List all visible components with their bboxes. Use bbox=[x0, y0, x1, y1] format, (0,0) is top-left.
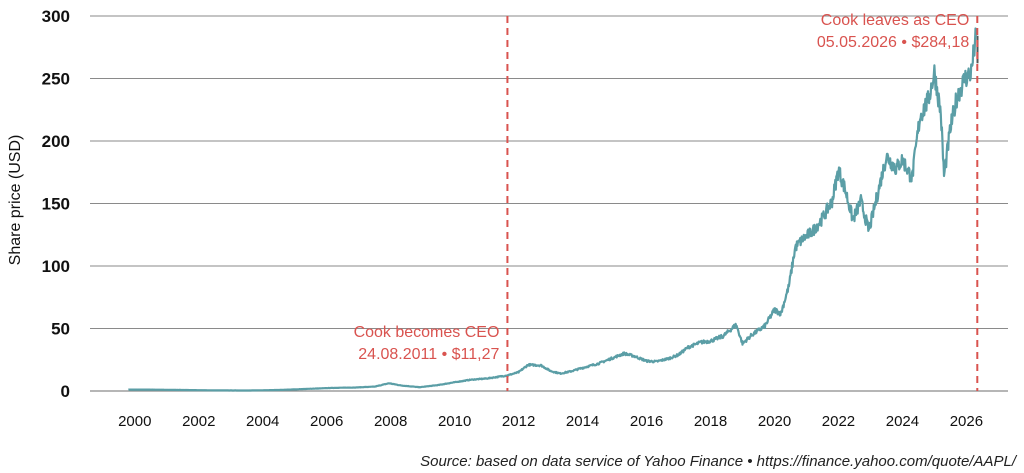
x-tick-label: 2022 bbox=[822, 413, 855, 430]
price-line bbox=[127, 27, 978, 392]
y-axis-label: Share price (USD) bbox=[7, 135, 24, 266]
y-tick-labels: 0 50 100 150 200 250 300 bbox=[42, 7, 70, 401]
y-tick-label: 250 bbox=[42, 70, 70, 89]
x-tick-label: 2018 bbox=[694, 413, 727, 430]
y-tick-label: 300 bbox=[42, 7, 70, 26]
y-tick-label: 50 bbox=[51, 320, 70, 339]
series-layer bbox=[127, 27, 979, 392]
x-tick-label: 2010 bbox=[438, 413, 471, 430]
annotation-detail: 05.05.2026 • $284,18 bbox=[817, 34, 970, 51]
y-tick-label: 100 bbox=[42, 257, 70, 276]
x-tick-label: 2020 bbox=[758, 413, 791, 430]
x-tick-label: 2006 bbox=[310, 413, 343, 430]
x-tick-label: 2002 bbox=[182, 413, 215, 430]
x-tick-label: 2004 bbox=[246, 413, 279, 430]
x-tick-label: 2024 bbox=[886, 413, 919, 430]
source-note: Source: based on data service of Yahoo F… bbox=[420, 453, 1018, 470]
x-tick-label: 2012 bbox=[502, 413, 535, 430]
x-tick-label: 2016 bbox=[630, 413, 663, 430]
y-tick-label: 150 bbox=[42, 195, 70, 214]
annotation-detail: 24.08.2011 • $11,27 bbox=[358, 346, 499, 363]
x-tick-label: 2008 bbox=[374, 413, 407, 430]
gridlines bbox=[90, 15, 1008, 392]
annotation-title: Cook leaves as CEO bbox=[821, 12, 970, 29]
y-tick-label: 0 bbox=[61, 382, 70, 401]
y-tick-label: 200 bbox=[42, 132, 70, 151]
x-tick-label: 2014 bbox=[566, 413, 599, 430]
annotation-layer: Cook becomes CEO 24.08.2011 • $11,27 Cook … bbox=[354, 12, 979, 391]
x-tick-labels: 2000 2002 2004 2006 2008 2010 2012 2014 2016 2018… bbox=[118, 413, 983, 430]
annotation-title: Cook becomes CEO bbox=[354, 324, 500, 341]
x-tick-label: 2000 bbox=[118, 413, 151, 430]
x-tick-label: 2026 bbox=[950, 413, 983, 430]
